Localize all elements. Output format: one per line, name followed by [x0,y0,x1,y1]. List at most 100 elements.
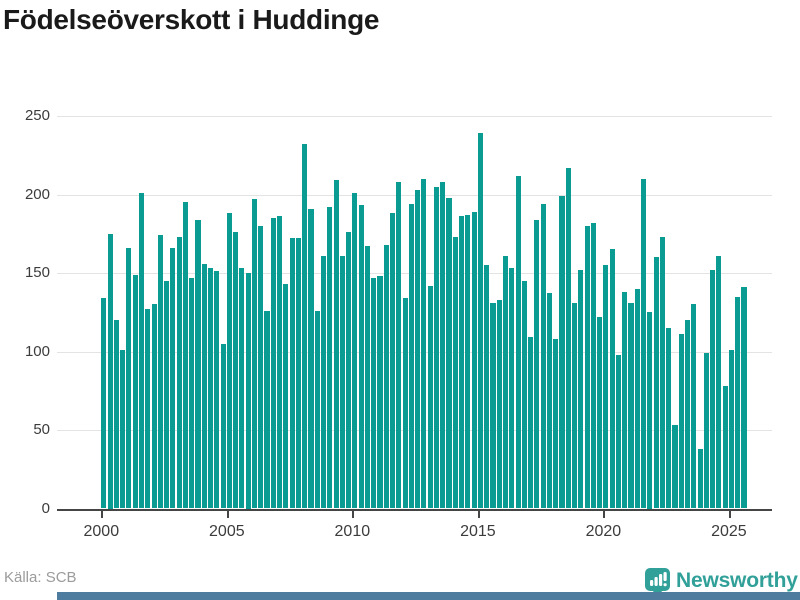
bar [534,219,540,509]
bar [270,218,276,509]
brand-name: Newsworthy [676,569,798,592]
bar [101,298,107,509]
bar [251,199,258,509]
bar [678,334,684,509]
bar [496,299,502,509]
bar [502,255,509,509]
gridline [57,116,772,117]
bar [515,175,521,509]
bar [584,225,590,509]
bar [477,133,483,509]
bar [327,207,333,509]
x-tick-label: 2020 [585,522,622,540]
bar [138,192,145,509]
bar [741,287,747,509]
bar [684,320,691,509]
bar [628,302,634,509]
bar [220,343,226,509]
bar [509,268,515,509]
bar [226,213,232,509]
bar [120,349,126,509]
bar [320,255,327,509]
bar [157,235,163,509]
gridline [57,430,772,431]
brand-logo: Newsworthy [644,567,798,597]
bar [258,225,264,509]
bar [572,302,578,509]
bar [352,192,358,509]
bar [245,273,251,509]
chart-title: Födelseöverskott i Huddinge [3,4,380,35]
bar [716,255,722,509]
bar [389,213,396,509]
bar [471,211,477,509]
y-tick-label: 100 [24,342,50,360]
footer-strip [57,592,800,600]
bar [371,277,377,509]
bar [277,216,283,509]
source-label: Källa: SCB [4,569,77,586]
bar [195,219,201,509]
bar [201,263,207,509]
bar [622,291,628,509]
bar [339,255,345,509]
bar [553,338,559,509]
y-tick-label: 0 [41,499,50,517]
bar [214,271,220,509]
bar [415,189,421,509]
bar [691,304,697,509]
bar [176,236,182,509]
bar [383,244,389,509]
x-tick-mark [477,510,480,518]
x-tick-mark [352,510,355,518]
bar [590,222,596,509]
x-tick-label: 2000 [83,522,120,540]
bar [540,203,546,509]
bar [283,283,289,509]
bar [333,180,339,509]
bar [402,298,408,509]
x-tick-label: 2025 [711,522,747,540]
x-tick-mark [101,510,104,518]
bar [603,265,609,509]
bar [295,238,301,509]
bar [408,203,414,509]
bar [703,353,709,509]
bar [647,312,653,509]
bar [289,238,295,509]
bar [653,257,659,509]
x-tick-label: 2005 [209,522,245,540]
bar [364,246,370,509]
gridline [57,351,772,353]
x-tick-mark [226,510,229,518]
bar [634,288,640,509]
bar [182,202,188,509]
x-tick-label: 2015 [460,522,496,540]
bar [421,178,427,509]
bar [189,277,195,509]
bar [113,320,119,509]
bar [609,249,615,509]
bar [459,216,465,509]
bar [107,233,113,509]
bar-chart: 0 50 100 150 200 250 2000 2005 2010 2015 2020 2025 [24,107,772,540]
bar [151,304,157,509]
x-axis-line [57,508,772,511]
bar [641,178,647,509]
bar [132,274,138,509]
y-tick-label: 200 [24,185,50,203]
bar [490,302,496,509]
bar [728,349,734,509]
bar [735,296,741,509]
bar [521,280,527,509]
bar [672,425,678,509]
bar [358,205,364,509]
bar [396,181,402,509]
bar [484,265,490,509]
bar [440,181,446,509]
bar [433,186,440,509]
bar [546,293,552,509]
bar [126,247,132,509]
y-tick-label: 150 [24,264,50,281]
